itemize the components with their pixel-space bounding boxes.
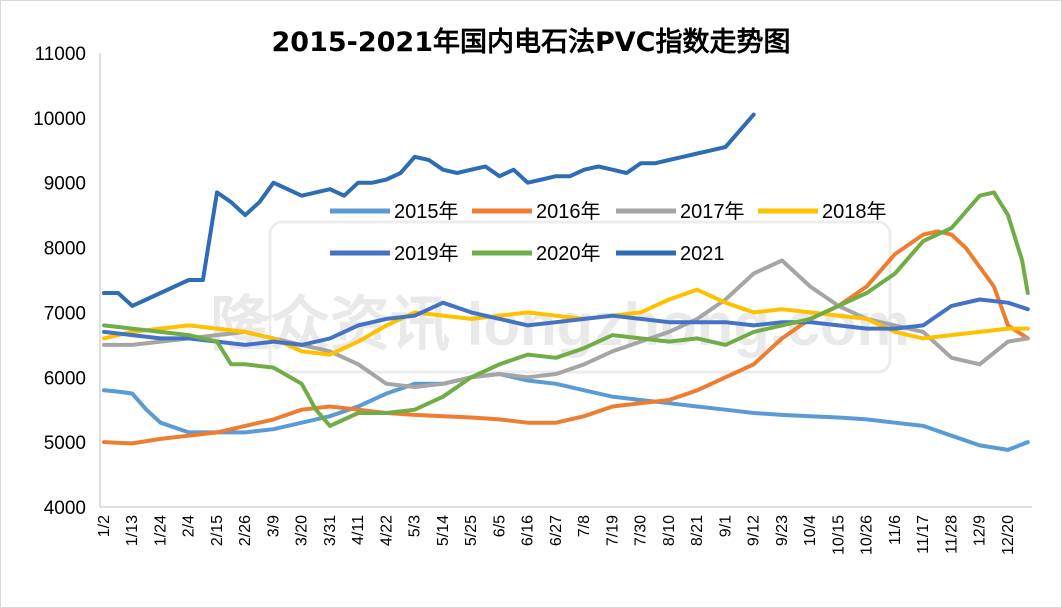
- x-tick-label: 8/10: [661, 515, 678, 546]
- legend-label: 2020年: [536, 242, 601, 265]
- x-tick-label: 2/15: [209, 515, 226, 546]
- series-line-5: [102, 190, 1030, 428]
- x-tick-label: 6/27: [548, 515, 565, 546]
- legend-label: 2016年: [536, 200, 601, 223]
- series-line-1: [102, 229, 1030, 446]
- legend-label: 2017年: [680, 200, 745, 223]
- x-tick-label: 11/17: [915, 515, 932, 554]
- x-tick-label: 12/20: [1000, 515, 1017, 555]
- legend-label: 2021: [680, 243, 725, 265]
- y-tick-label: 9000: [44, 174, 86, 195]
- x-tick-label: 7/30: [633, 515, 650, 546]
- x-tick-label: 5/3: [407, 515, 424, 537]
- x-tick-label: 2/26: [237, 515, 254, 546]
- x-tick-label: 9/12: [746, 515, 763, 546]
- series-line-3: [102, 287, 1030, 357]
- x-tick-label: 1/24: [152, 515, 169, 546]
- x-tick-label: 10/4: [802, 515, 819, 546]
- x-tick-label: 12/9: [972, 515, 989, 546]
- x-tick-label: 5/25: [463, 515, 480, 546]
- x-tick-label: 9/23: [774, 515, 791, 546]
- y-tick-label: 7000: [44, 303, 86, 324]
- x-tick-label: 8/21: [689, 515, 706, 546]
- x-tick-label: 1/2: [96, 515, 113, 537]
- x-tick-label: 6/16: [520, 515, 537, 546]
- y-tick-label: 11000: [35, 44, 86, 65]
- series-line-6: [102, 112, 756, 308]
- x-tick-label: 7/8: [576, 515, 593, 537]
- x-tick-label: 6/5: [491, 515, 508, 537]
- x-tick-label: 11/6: [887, 515, 904, 545]
- y-tick-label: 10000: [33, 109, 86, 130]
- legend-label: 2018年: [822, 200, 887, 223]
- x-tick-label: 11/28: [943, 515, 960, 554]
- x-tick-label: 10/15: [830, 515, 847, 555]
- x-tick-label: 4/11: [350, 515, 367, 545]
- legend-label: 2019年: [394, 242, 459, 265]
- y-tick-label: 4000: [44, 498, 86, 519]
- x-tick-label: 3/31: [322, 515, 339, 546]
- x-tick-label: 2/4: [181, 515, 198, 537]
- x-tick-label: 3/20: [294, 515, 311, 546]
- y-tick-label: 8000: [44, 239, 86, 260]
- series-line-4: [102, 297, 1030, 347]
- y-tick-label: 6000: [44, 368, 86, 389]
- y-tick-label: 5000: [44, 433, 86, 454]
- x-tick-label: 1/13: [124, 515, 141, 546]
- x-tick-label: 4/22: [378, 515, 395, 546]
- x-tick-label: 3/9: [265, 515, 282, 537]
- x-tick-label: 9/1: [717, 515, 734, 537]
- x-tick-label: 5/14: [435, 515, 452, 546]
- series-line-0: [102, 372, 1030, 452]
- legend-label: 2015年: [394, 200, 459, 223]
- x-tick-label: 10/26: [859, 515, 876, 555]
- chart-title: 2015-2021年国内电石法PVC指数走势图: [271, 27, 791, 58]
- x-tick-label: 7/19: [604, 515, 621, 546]
